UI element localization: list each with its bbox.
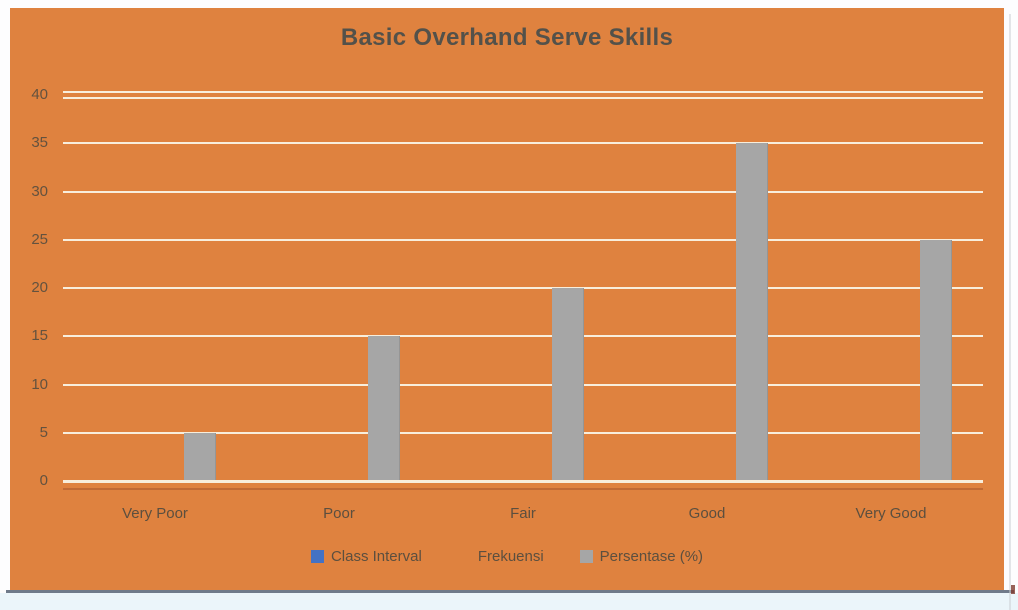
legend-item-class-interval: Class Interval — [310, 548, 422, 565]
chart-title: Basic Overhand Serve Skills — [340, 24, 674, 51]
legend-label-class-interval: Class Interval — [330, 548, 422, 565]
gridline — [63, 238, 983, 241]
category-label: Good — [688, 505, 726, 522]
legend-label-frekuensi: Frekuensi — [477, 548, 544, 565]
bar-very-good — [919, 239, 952, 481]
page-bottom-border — [6, 590, 1014, 593]
page-bottom-margin — [0, 593, 1018, 610]
bar-poor — [367, 336, 400, 481]
y-axis-tick-label: 15 — [31, 327, 48, 345]
legend-item-persentase: Persentase (%) — [579, 548, 704, 565]
y-axis-tick-label: 25 — [31, 230, 48, 248]
bar-very-poor — [183, 432, 216, 481]
legend-swatch-frekuensi — [457, 550, 471, 563]
x-axis-line — [63, 488, 983, 490]
gridline — [63, 335, 983, 338]
y-axis-tick-label: 10 — [31, 375, 48, 393]
page-right-border — [1009, 14, 1011, 610]
category-label: Poor — [323, 505, 355, 522]
category-label: Very Good — [855, 505, 927, 522]
chart-legend: Class Interval Frekuensi Persentase (%) — [10, 548, 1004, 565]
gridline — [63, 383, 983, 386]
category-label: Very Poor — [122, 505, 188, 522]
bar-good — [735, 143, 768, 481]
y-axis-tick-label: 35 — [31, 134, 48, 152]
gridline — [63, 91, 983, 99]
page-corner-mark — [1011, 585, 1015, 594]
legend-item-frekuensi: Frekuensi — [457, 548, 544, 565]
gridline — [63, 142, 983, 145]
category-label: Fair — [510, 505, 536, 522]
y-axis-tick-label: 20 — [31, 279, 48, 296]
gridline — [63, 431, 983, 434]
chart: Basic Overhand Serve Skills Very Poor Poo… — [10, 8, 1004, 590]
legend-swatch-persentase — [579, 550, 593, 563]
gridline — [63, 287, 983, 289]
x-axis-labels: Very Poor Poor Fair Good Very Good — [10, 505, 1004, 527]
bar-fair — [551, 288, 584, 481]
legend-swatch-class-interval — [310, 550, 324, 563]
y-axis-tick-label: 0 — [39, 472, 48, 489]
y-axis-tick-label: 30 — [31, 182, 48, 200]
y-axis-tick-label: 40 — [31, 86, 48, 103]
legend-label-persentase: Persentase (%) — [599, 548, 704, 565]
gridline — [63, 190, 983, 193]
gridline — [63, 480, 983, 483]
y-axis-tick-label: 5 — [39, 423, 48, 441]
